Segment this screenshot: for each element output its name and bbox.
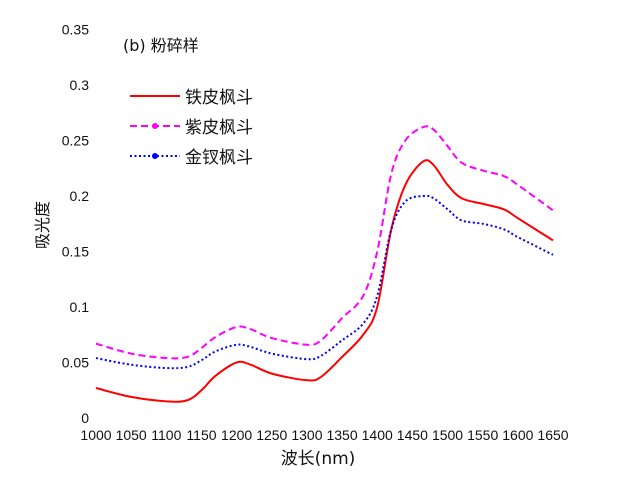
y-tick-label: 0.3 [70,77,90,93]
legend-marker [152,123,158,129]
x-tick-label: 1350 [326,427,357,443]
series-line-2 [95,125,554,360]
x-tick-label: 1000 [80,427,111,443]
x-tick-label: 1300 [291,427,322,443]
x-tick-label: 1250 [256,427,287,443]
x-tick-label: 1550 [467,427,498,443]
series-line-1 [95,159,554,403]
legend-label: 铁皮枫斗 [185,88,253,108]
x-axis-label: 波长(nm) [281,449,356,469]
y-tick-label: 0.1 [70,299,90,315]
y-tick-label: 0.05 [62,355,89,371]
x-tick-label: 1650 [537,427,568,443]
y-tick-label: 0 [81,410,89,426]
x-tick-label: 1100 [151,427,181,443]
y-tick-label: 0.15 [62,244,89,260]
series-line-3 [95,194,554,370]
x-tick-label: 1600 [502,427,533,443]
x-tick-label: 1150 [186,427,216,443]
chart-title: (b) 粉碎样 [123,36,199,55]
y-tick-label: 0.2 [70,188,90,204]
y-tick-label: 0.35 [62,22,89,38]
legend-label: 金钗枫斗 [185,148,253,168]
x-tick-label: 1500 [432,427,463,443]
x-tick-label: 1050 [116,427,147,443]
x-tick-label: 1450 [397,427,428,443]
x-tick-label: 1200 [221,427,252,443]
x-tick-label: 1400 [362,427,393,443]
legend-marker [152,153,158,159]
y-tick-label: 0.25 [62,133,89,149]
legend-label: 紫皮枫斗 [185,118,253,138]
y-axis-label: 吸光度 [33,201,52,249]
